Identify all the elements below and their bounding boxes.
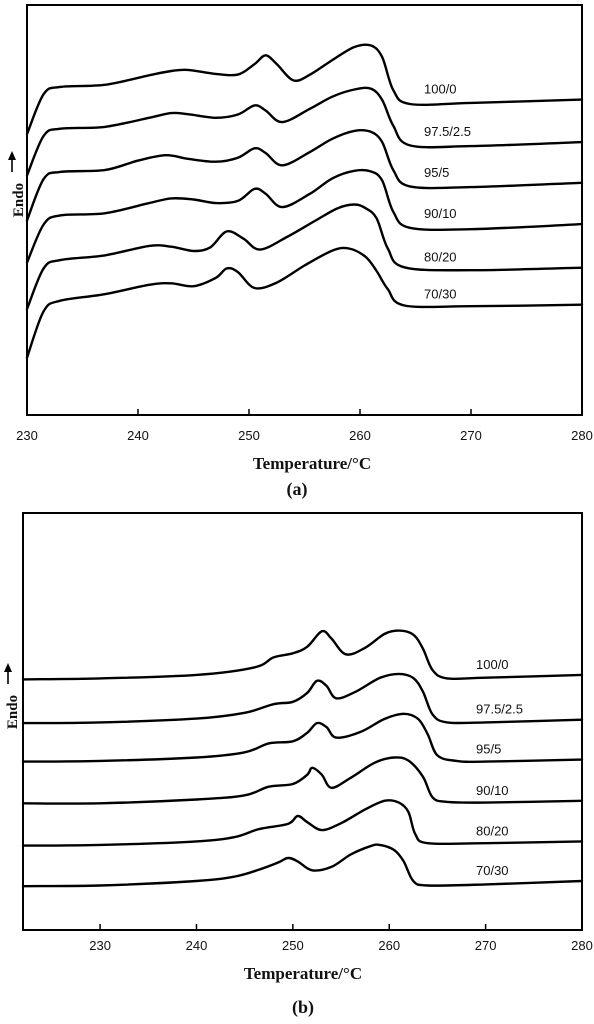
panel-a-curves — [25, 43, 584, 359]
series-line-97-5-2-5 — [25, 86, 584, 177]
series-label-70-30: 70/30 — [424, 287, 457, 302]
panel-b-curves — [21, 629, 584, 888]
x-tick-label-270: 270 — [475, 938, 497, 953]
x-tick-label-270: 270 — [460, 428, 482, 443]
series-line-80-20 — [21, 799, 584, 847]
series-label-100-0: 100/0 — [424, 82, 457, 97]
x-tick-label-240: 240 — [127, 428, 149, 443]
series-line-95-5 — [25, 129, 584, 222]
series-line-95-5 — [21, 712, 584, 764]
series-line-100-0 — [21, 629, 584, 681]
series-label-70-30: 70/30 — [476, 863, 509, 878]
panel-a-label: (a) — [287, 479, 308, 500]
series-label-100-0: 100/0 — [476, 657, 509, 672]
panel-b-frame — [22, 512, 583, 931]
x-tick-label-240: 240 — [186, 938, 208, 953]
series-line-80-20 — [25, 203, 584, 311]
series-label-95-5: 95/5 — [476, 742, 501, 757]
x-tick-label-250: 250 — [238, 428, 260, 443]
series-label-95-5: 95/5 — [424, 165, 449, 180]
panel-b-label: (b) — [292, 997, 314, 1018]
x-tick-label-230: 230 — [89, 938, 111, 953]
panel-a: 230 240 250 260 270 280 100/0 97.5/2.5 95/5 90/1… — [8, 4, 593, 500]
series-line-70-30 — [25, 246, 584, 359]
panel-b-ylabel: Endo — [5, 695, 21, 729]
series-line-97-5-2-5 — [21, 672, 584, 725]
series-label-80-20: 80/20 — [424, 250, 457, 265]
x-tick-label-250: 250 — [282, 938, 304, 953]
x-tick-label-280: 280 — [571, 938, 593, 953]
series-line-70-30 — [21, 843, 584, 888]
series-label-97-5-2-5: 97.5/2.5 — [424, 124, 471, 139]
series-label-97-5-2-5: 97.5/2.5 — [476, 702, 523, 717]
x-tick-label-260: 260 — [349, 428, 371, 443]
x-tick-label-280: 280 — [571, 428, 593, 443]
panel-b: 230 240 250 260 270 280 100/0 97.5/2.5 95/5 90/1… — [4, 512, 593, 1018]
panel-a-xlabel: Temperature/°C — [253, 454, 371, 473]
panel-a-frame — [26, 4, 583, 416]
panel-a-series-labels: 100/0 97.5/2.5 95/5 90/10 80/20 70/30 — [424, 82, 471, 302]
panel-a-y-arrow-icon — [8, 151, 16, 172]
x-tick-label-230: 230 — [16, 428, 38, 443]
series-label-90-10: 90/10 — [476, 783, 509, 798]
series-label-80-20: 80/20 — [476, 823, 509, 838]
panel-a-ylabel: Endo — [11, 183, 27, 217]
x-tick-label-260: 260 — [378, 938, 400, 953]
panel-b-x-axis: 230 240 250 260 270 280 — [89, 924, 593, 953]
series-line-90-10 — [21, 756, 584, 805]
panel-b-xlabel: Temperature/°C — [244, 964, 362, 983]
panel-b-y-arrow-icon — [4, 663, 12, 684]
series-line-90-10 — [25, 168, 584, 264]
series-line-100-0 — [25, 43, 584, 136]
series-label-90-10: 90/10 — [424, 206, 457, 221]
panel-a-x-axis: 230 240 250 260 270 280 — [16, 409, 593, 443]
panel-b-series-labels: 100/0 97.5/2.5 95/5 90/10 80/20 70/30 — [476, 657, 523, 878]
